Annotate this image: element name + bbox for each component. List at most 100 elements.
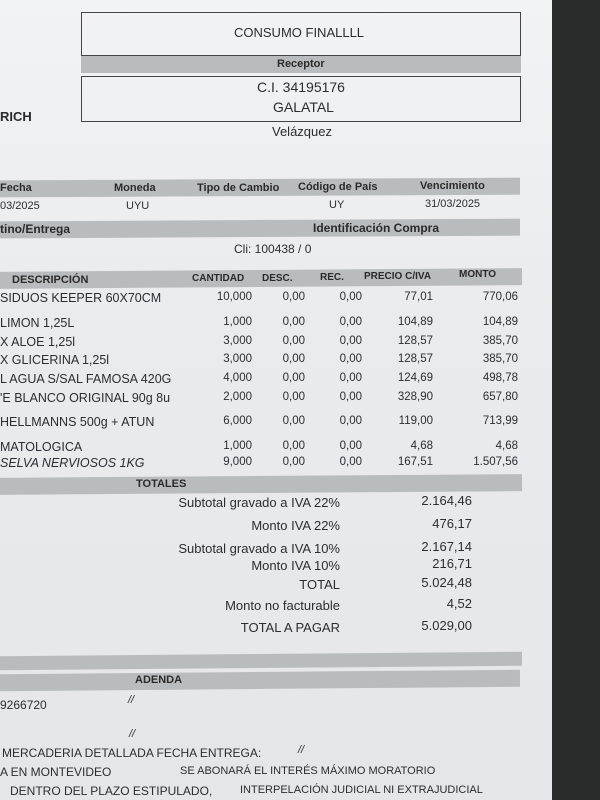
table-row: SELVA NERVIOSOS 1KG 9,000 0,00 0,00 167,51 1.… <box>0 456 525 472</box>
table-row: 'E BLANCO ORIGINAL 90g 8u 2,000 0,00 0,00 32… <box>0 391 525 407</box>
table-row: X GLICERINA 1,25l 3,000 0,00 0,00 128,57 385,… <box>0 353 525 369</box>
totals-label: TOTAL A PAGAR <box>240 620 340 635</box>
totals-value: 5.024,48 <box>421 575 472 590</box>
row-unit-price: 128,57 <box>397 335 433 347</box>
totals-value: 5.029,00 <box>421 618 472 633</box>
row-amount: 4,68 <box>495 440 518 452</box>
totals-label: Monto IVA 22% <box>251 518 340 533</box>
totals-label: Subtotal gravado a IVA 22% <box>178 495 340 510</box>
row-amount: 498,78 <box>482 372 518 384</box>
row-surcharge: 0,00 <box>339 372 362 384</box>
row-surcharge: 0,00 <box>339 415 362 427</box>
totals-value: 476,17 <box>432 516 472 531</box>
row-description: HELLMANNS 500g + ATUN <box>0 415 155 429</box>
adenda-phone: 9266720 <box>0 698 47 712</box>
info-header-vencimiento: Vencimiento <box>420 180 485 192</box>
row-discount: 0,00 <box>282 372 305 384</box>
info-vencimiento: 31/03/2025 <box>425 198 481 210</box>
row-unit-price: 119,00 <box>398 415 433 427</box>
table-row: LIMON 1,25L 1,000 0,00 0,00 104,89 104,89 <box>0 316 525 332</box>
totals-value: 4,52 <box>446 596 472 611</box>
row-quantity: 3,000 <box>223 353 252 365</box>
totales-bar <box>0 474 523 495</box>
totals-label: Monto IVA 10% <box>251 558 340 573</box>
row-amount: 770,06 <box>482 291 518 303</box>
row-unit-price: 104,89 <box>397 316 433 328</box>
row-description: 'E BLANCO ORIGINAL 90g 8u <box>0 391 171 405</box>
client-id: Cli: 100438 / 0 <box>234 242 312 256</box>
info-header-tipo-cambio: Tipo de Cambio <box>197 182 280 194</box>
row-quantity: 3,000 <box>223 335 252 347</box>
compra-label: Identificación Compra <box>313 221 440 235</box>
row-discount: 0,00 <box>282 415 305 427</box>
row-unit-price: 167,51 <box>397 456 433 468</box>
row-surcharge: 0,00 <box>339 335 362 347</box>
row-amount: 1.507,56 <box>473 456 518 468</box>
row-quantity: 6,000 <box>223 415 252 427</box>
table-row: L AGUA S/SAL FAMOSA 420G 4,000 0,00 0,00 124… <box>0 372 525 388</box>
row-description: MATOLOGICA <box>0 440 83 454</box>
row-description: LIMON 1,25L <box>0 316 75 330</box>
row-unit-price: 124,69 <box>397 372 433 384</box>
info-header-codigo-pais: Código de País <box>298 181 378 193</box>
row-surcharge: 0,00 <box>339 353 362 365</box>
row-unit-price: 4,68 <box>410 440 433 452</box>
row-amount: 385,70 <box>482 335 518 347</box>
col-rec: REC. <box>320 272 344 283</box>
adenda-line-4: DENTRO DEL PLAZO ESTIPULADO, <box>10 784 213 798</box>
totals-label: Subtotal gravado a IVA 10% <box>178 541 340 556</box>
col-precio: PRECIO C/IVA <box>364 271 432 282</box>
row-surcharge: 0,00 <box>339 440 362 452</box>
row-unit-price: 328,90 <box>397 391 433 403</box>
row-surcharge: 0,00 <box>339 456 362 468</box>
issuer-fragment: RICH <box>0 109 32 124</box>
row-discount: 0,00 <box>282 353 305 365</box>
receipt-paper: CONSUMO FINALLLL Receptor C.I. 34195176 … <box>0 0 552 800</box>
row-amount: 104,89 <box>482 316 518 328</box>
totals-label: TOTAL <box>299 577 340 592</box>
row-amount: 657,80 <box>482 391 518 403</box>
row-quantity: 1,000 <box>223 316 252 328</box>
totals-value: 216,71 <box>432 556 472 571</box>
row-discount: 0,00 <box>282 316 305 328</box>
row-description: X GLICERINA 1,25l <box>0 353 110 367</box>
receptor-street: Velázquez <box>272 124 332 139</box>
row-quantity: 9,000 <box>223 456 252 468</box>
col-desc: DESC. <box>262 273 293 284</box>
adenda-slash-2: // <box>129 728 136 740</box>
row-quantity: 2,000 <box>223 391 252 403</box>
adenda-slash-3: // <box>298 744 305 756</box>
row-discount: 0,00 <box>282 456 305 468</box>
row-amount: 713,99 <box>482 415 518 427</box>
receptor-ci: C.I. 34195176 <box>257 79 345 95</box>
destino-bar <box>0 218 521 239</box>
adenda-line-1: MERCADERIA DETALLADA FECHA ENTREGA: <box>2 746 262 760</box>
row-unit-price: 128,57 <box>397 353 433 365</box>
row-description: SIDUOS KEEPER 60X70CM <box>0 291 162 305</box>
table-row: HELLMANNS 500g + ATUN 6,000 0,00 0,00 119,00… <box>0 415 525 431</box>
title-box <box>81 12 521 56</box>
table-row: MATOLOGICA 1,000 0,00 0,00 4,68 4,68 <box>0 440 525 456</box>
info-fecha: 03/2025 <box>0 200 40 212</box>
table-row: SIDUOS KEEPER 60X70CM 10,000 0,00 0,00 77,01… <box>0 291 525 307</box>
adenda-line-2: A EN MONTEVIDEO <box>0 765 112 779</box>
receptor-bar <box>81 56 521 73</box>
row-description: L AGUA S/SAL FAMOSA 420G <box>0 372 172 386</box>
adenda-label: ADENDA <box>135 674 183 686</box>
col-descripcion: DESCRIPCIÓN <box>12 274 89 286</box>
row-unit-price: 77,01 <box>404 291 433 303</box>
receptor-name: GALATAL <box>273 99 334 115</box>
row-discount: 0,00 <box>282 291 305 303</box>
adenda-top-bar <box>0 651 523 671</box>
row-quantity: 10,000 <box>216 291 252 303</box>
adenda-slash-1: // <box>128 694 135 706</box>
receipt-title: CONSUMO FINALLLL <box>234 25 365 40</box>
info-moneda: UYU <box>126 200 150 212</box>
row-amount: 385,70 <box>482 353 518 365</box>
receptor-label: Receptor <box>277 58 325 70</box>
adenda-line-3: SE ABONARÁ EL INTERÉS MÁXIMO MORATORIO <box>180 765 436 777</box>
adenda-bar <box>0 669 521 692</box>
row-quantity: 4,000 <box>223 372 252 384</box>
info-codigo-pais: UY <box>329 199 345 211</box>
row-discount: 0,00 <box>282 335 305 347</box>
